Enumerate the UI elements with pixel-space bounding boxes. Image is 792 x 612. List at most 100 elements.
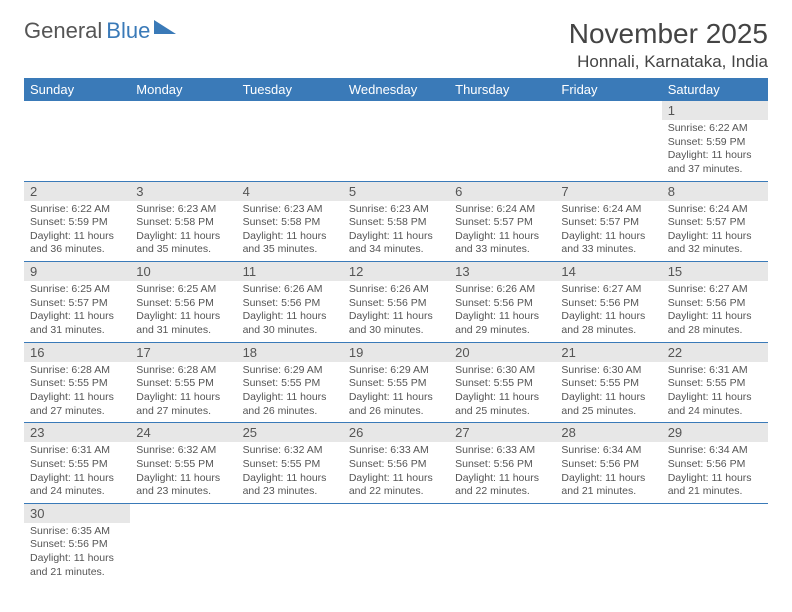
calendar-cell — [343, 101, 449, 181]
calendar-cell: 1Sunrise: 6:22 AMSunset: 5:59 PMDaylight… — [662, 101, 768, 181]
day-details: Sunrise: 6:25 AMSunset: 5:56 PMDaylight:… — [130, 281, 236, 342]
day-details: Sunrise: 6:30 AMSunset: 5:55 PMDaylight:… — [555, 362, 661, 423]
day-number: 23 — [24, 423, 130, 442]
day-number: 9 — [24, 262, 130, 281]
calendar-cell — [662, 503, 768, 583]
calendar-cell — [449, 101, 555, 181]
calendar-cell: 30Sunrise: 6:35 AMSunset: 5:56 PMDayligh… — [24, 503, 130, 583]
day-details: Sunrise: 6:28 AMSunset: 5:55 PMDaylight:… — [130, 362, 236, 423]
day-details: Sunrise: 6:23 AMSunset: 5:58 PMDaylight:… — [343, 201, 449, 262]
calendar-cell: 15Sunrise: 6:27 AMSunset: 5:56 PMDayligh… — [662, 262, 768, 343]
day-number: 2 — [24, 182, 130, 201]
day-number: 30 — [24, 504, 130, 523]
day-number: 6 — [449, 182, 555, 201]
calendar-cell: 10Sunrise: 6:25 AMSunset: 5:56 PMDayligh… — [130, 262, 236, 343]
day-details: Sunrise: 6:28 AMSunset: 5:55 PMDaylight:… — [24, 362, 130, 423]
day-number: 27 — [449, 423, 555, 442]
calendar-cell: 5Sunrise: 6:23 AMSunset: 5:58 PMDaylight… — [343, 181, 449, 262]
day-number: 19 — [343, 343, 449, 362]
day-details: Sunrise: 6:32 AMSunset: 5:55 PMDaylight:… — [130, 442, 236, 503]
logo: GeneralBlue — [24, 18, 176, 44]
calendar-cell — [237, 101, 343, 181]
day-details: Sunrise: 6:33 AMSunset: 5:56 PMDaylight:… — [343, 442, 449, 503]
day-number: 26 — [343, 423, 449, 442]
day-number: 1 — [662, 101, 768, 120]
weekday-header: Saturday — [662, 78, 768, 101]
day-details: Sunrise: 6:34 AMSunset: 5:56 PMDaylight:… — [555, 442, 661, 503]
day-details: Sunrise: 6:27 AMSunset: 5:56 PMDaylight:… — [662, 281, 768, 342]
day-details: Sunrise: 6:23 AMSunset: 5:58 PMDaylight:… — [237, 201, 343, 262]
calendar-cell — [449, 503, 555, 583]
calendar-cell: 3Sunrise: 6:23 AMSunset: 5:58 PMDaylight… — [130, 181, 236, 262]
calendar-cell: 8Sunrise: 6:24 AMSunset: 5:57 PMDaylight… — [662, 181, 768, 262]
day-number: 8 — [662, 182, 768, 201]
calendar-cell: 22Sunrise: 6:31 AMSunset: 5:55 PMDayligh… — [662, 342, 768, 423]
calendar-cell — [130, 503, 236, 583]
day-details: Sunrise: 6:26 AMSunset: 5:56 PMDaylight:… — [237, 281, 343, 342]
weekday-header: Friday — [555, 78, 661, 101]
calendar-cell — [24, 101, 130, 181]
calendar-cell: 16Sunrise: 6:28 AMSunset: 5:55 PMDayligh… — [24, 342, 130, 423]
calendar-cell: 26Sunrise: 6:33 AMSunset: 5:56 PMDayligh… — [343, 423, 449, 504]
calendar-cell: 11Sunrise: 6:26 AMSunset: 5:56 PMDayligh… — [237, 262, 343, 343]
day-number: 14 — [555, 262, 661, 281]
day-number: 3 — [130, 182, 236, 201]
calendar-cell: 24Sunrise: 6:32 AMSunset: 5:55 PMDayligh… — [130, 423, 236, 504]
day-details: Sunrise: 6:29 AMSunset: 5:55 PMDaylight:… — [237, 362, 343, 423]
weekday-header: Monday — [130, 78, 236, 101]
day-details: Sunrise: 6:30 AMSunset: 5:55 PMDaylight:… — [449, 362, 555, 423]
calendar-cell: 25Sunrise: 6:32 AMSunset: 5:55 PMDayligh… — [237, 423, 343, 504]
day-number: 20 — [449, 343, 555, 362]
calendar-cell: 7Sunrise: 6:24 AMSunset: 5:57 PMDaylight… — [555, 181, 661, 262]
day-number: 17 — [130, 343, 236, 362]
day-details: Sunrise: 6:25 AMSunset: 5:57 PMDaylight:… — [24, 281, 130, 342]
day-number: 10 — [130, 262, 236, 281]
calendar-cell: 17Sunrise: 6:28 AMSunset: 5:55 PMDayligh… — [130, 342, 236, 423]
calendar-cell: 19Sunrise: 6:29 AMSunset: 5:55 PMDayligh… — [343, 342, 449, 423]
weekday-header: Wednesday — [343, 78, 449, 101]
day-details: Sunrise: 6:32 AMSunset: 5:55 PMDaylight:… — [237, 442, 343, 503]
calendar-cell — [237, 503, 343, 583]
calendar-cell: 28Sunrise: 6:34 AMSunset: 5:56 PMDayligh… — [555, 423, 661, 504]
day-details: Sunrise: 6:29 AMSunset: 5:55 PMDaylight:… — [343, 362, 449, 423]
calendar-table: SundayMondayTuesdayWednesdayThursdayFrid… — [24, 78, 768, 583]
day-number: 25 — [237, 423, 343, 442]
calendar-cell: 27Sunrise: 6:33 AMSunset: 5:56 PMDayligh… — [449, 423, 555, 504]
calendar-cell — [343, 503, 449, 583]
weekday-header: Tuesday — [237, 78, 343, 101]
day-details: Sunrise: 6:31 AMSunset: 5:55 PMDaylight:… — [662, 362, 768, 423]
calendar-cell: 18Sunrise: 6:29 AMSunset: 5:55 PMDayligh… — [237, 342, 343, 423]
calendar-cell: 21Sunrise: 6:30 AMSunset: 5:55 PMDayligh… — [555, 342, 661, 423]
day-number: 24 — [130, 423, 236, 442]
calendar-cell: 4Sunrise: 6:23 AMSunset: 5:58 PMDaylight… — [237, 181, 343, 262]
day-number: 21 — [555, 343, 661, 362]
day-number: 28 — [555, 423, 661, 442]
header: GeneralBlue November 2025 Honnali, Karna… — [24, 18, 768, 72]
day-details: Sunrise: 6:24 AMSunset: 5:57 PMDaylight:… — [555, 201, 661, 262]
day-details: Sunrise: 6:24 AMSunset: 5:57 PMDaylight:… — [449, 201, 555, 262]
day-details: Sunrise: 6:22 AMSunset: 5:59 PMDaylight:… — [24, 201, 130, 262]
day-details: Sunrise: 6:31 AMSunset: 5:55 PMDaylight:… — [24, 442, 130, 503]
calendar-cell: 20Sunrise: 6:30 AMSunset: 5:55 PMDayligh… — [449, 342, 555, 423]
day-details: Sunrise: 6:26 AMSunset: 5:56 PMDaylight:… — [449, 281, 555, 342]
logo-text-1: General — [24, 18, 102, 44]
day-number: 15 — [662, 262, 768, 281]
day-number: 22 — [662, 343, 768, 362]
day-details: Sunrise: 6:24 AMSunset: 5:57 PMDaylight:… — [662, 201, 768, 262]
day-details: Sunrise: 6:33 AMSunset: 5:56 PMDaylight:… — [449, 442, 555, 503]
day-number: 7 — [555, 182, 661, 201]
day-number: 11 — [237, 262, 343, 281]
location: Honnali, Karnataka, India — [569, 52, 768, 72]
day-details: Sunrise: 6:34 AMSunset: 5:56 PMDaylight:… — [662, 442, 768, 503]
calendar-cell: 2Sunrise: 6:22 AMSunset: 5:59 PMDaylight… — [24, 181, 130, 262]
calendar-cell: 9Sunrise: 6:25 AMSunset: 5:57 PMDaylight… — [24, 262, 130, 343]
weekday-header: Thursday — [449, 78, 555, 101]
calendar-header-row: SundayMondayTuesdayWednesdayThursdayFrid… — [24, 78, 768, 101]
day-number: 13 — [449, 262, 555, 281]
day-details: Sunrise: 6:35 AMSunset: 5:56 PMDaylight:… — [24, 523, 130, 584]
calendar-cell: 29Sunrise: 6:34 AMSunset: 5:56 PMDayligh… — [662, 423, 768, 504]
day-number: 16 — [24, 343, 130, 362]
day-number: 4 — [237, 182, 343, 201]
day-number: 18 — [237, 343, 343, 362]
weekday-header: Sunday — [24, 78, 130, 101]
